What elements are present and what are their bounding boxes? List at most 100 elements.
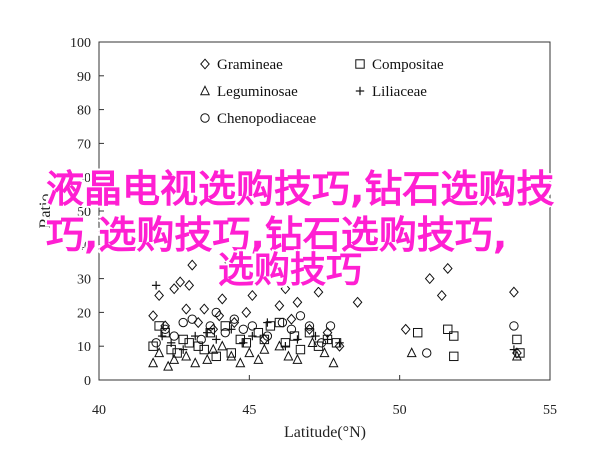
- data-point-circle: [238, 324, 249, 334]
- data-point-plus: [509, 345, 519, 354]
- y-tick-label: 10: [77, 340, 91, 355]
- y-tick-label: 20: [77, 306, 91, 321]
- data-point-plus: [335, 338, 344, 348]
- data-point-triangle: [253, 353, 264, 364]
- data-point-diamond: [436, 289, 447, 302]
- data-point-diamond: [193, 316, 204, 329]
- data-point-diamond: [241, 306, 252, 318]
- legend-marker-square: [355, 59, 365, 69]
- data-point-circle: [187, 314, 197, 324]
- data-point-triangle: [328, 357, 339, 368]
- data-point-circle: [205, 321, 215, 331]
- data-point-square: [265, 321, 276, 331]
- data-point-square: [178, 334, 188, 345]
- data-point-circle: [509, 321, 519, 331]
- data-point-square: [160, 327, 170, 338]
- legend-marker-diamond: [200, 58, 210, 70]
- data-point-plus: [166, 338, 176, 348]
- data-point-diamond: [274, 300, 285, 312]
- data-point-square: [304, 327, 315, 338]
- data-point-circle: [178, 317, 188, 328]
- data-point-triangle: [208, 343, 219, 354]
- data-point-circle: [220, 327, 230, 338]
- data-point-square: [512, 334, 522, 345]
- data-point-diamond: [217, 293, 228, 305]
- legend-marker-triangle: [199, 85, 211, 96]
- data-point-square: [253, 327, 264, 338]
- data-point-diamond: [442, 262, 453, 275]
- data-point-diamond: [509, 286, 519, 298]
- data-point-diamond: [199, 303, 210, 315]
- data-point-triangle: [511, 350, 522, 361]
- y-tick-label: 90: [77, 70, 91, 85]
- data-point-plus: [178, 345, 188, 354]
- data-point-plus: [263, 318, 272, 327]
- watermark-overlay-line-2: 巧,选购技巧,钻石选购技巧,: [46, 213, 508, 257]
- data-point-plus: [151, 281, 161, 290]
- watermark-overlay-line-3: 选购技巧: [218, 250, 363, 291]
- data-point-circle: [422, 348, 432, 358]
- data-point-triangle: [235, 357, 246, 368]
- data-point-square: [226, 348, 236, 358]
- legend: Gramineae Compositae Leguminosae Liliaceae C…: [199, 57, 444, 127]
- data-point-diamond: [184, 279, 195, 291]
- data-point-circle: [247, 321, 258, 331]
- y-tick-label: 80: [77, 104, 91, 119]
- data-point-circle: [277, 317, 288, 328]
- data-point-triangle: [292, 353, 303, 364]
- x-tick-label: 40: [92, 403, 106, 418]
- series-leguminosae: [148, 337, 522, 371]
- legend-label: Chenopodiaceae: [217, 111, 316, 127]
- data-point-diamond: [292, 296, 303, 308]
- data-point-diamond: [352, 296, 363, 308]
- data-point-square: [211, 351, 221, 362]
- data-point-diamond: [313, 286, 324, 298]
- data-point-triangle: [202, 353, 213, 364]
- x-axis-title: Latitude(°N): [284, 424, 366, 441]
- data-point-square: [274, 317, 285, 328]
- data-point-square: [172, 348, 182, 358]
- data-point-square: [449, 331, 459, 341]
- data-point-triangle: [163, 360, 174, 371]
- data-point-diamond: [400, 323, 411, 335]
- data-point-triangle: [190, 357, 201, 368]
- data-point-diamond: [208, 323, 219, 335]
- data-point-diamond: [187, 259, 198, 271]
- data-point-square: [443, 324, 453, 335]
- legend-label: Compositae: [372, 57, 444, 73]
- data-point-triangle: [283, 350, 294, 361]
- data-point-square: [449, 351, 459, 362]
- legend-marker-circle: [200, 113, 210, 123]
- y-tick-label: 50: [77, 205, 91, 220]
- data-point-diamond: [148, 310, 158, 322]
- data-point-square: [220, 321, 230, 331]
- x-tick-label: 50: [393, 403, 407, 418]
- data-point-circle: [304, 321, 315, 331]
- data-point-triangle: [319, 347, 330, 358]
- data-point-circle: [169, 331, 179, 341]
- data-point-triangle: [226, 350, 237, 361]
- data-point-circle: [286, 324, 297, 334]
- data-point-circle: [295, 311, 306, 321]
- legend-marker-plus: [355, 86, 365, 96]
- series-liliaceae: [151, 281, 519, 354]
- data-point-circle: [262, 331, 273, 341]
- y-tick-label: 70: [77, 137, 91, 152]
- x-tick-label: 45: [242, 403, 256, 418]
- data-point-diamond: [175, 276, 186, 288]
- data-point-square: [148, 341, 158, 351]
- data-point-circle: [325, 321, 336, 331]
- data-point-circle: [196, 334, 206, 345]
- data-point-triangle: [148, 357, 159, 368]
- data-point-plus: [157, 331, 167, 341]
- data-point-square: [199, 344, 209, 355]
- data-point-plus: [311, 331, 320, 341]
- y-tick-label: 0: [84, 374, 91, 389]
- data-point-square: [154, 321, 164, 331]
- legend-label: Liliaceae: [372, 84, 427, 100]
- data-point-circle: [211, 307, 221, 318]
- data-point-square: [259, 334, 270, 345]
- data-point-triangle: [154, 347, 165, 358]
- data-point-square: [235, 334, 246, 345]
